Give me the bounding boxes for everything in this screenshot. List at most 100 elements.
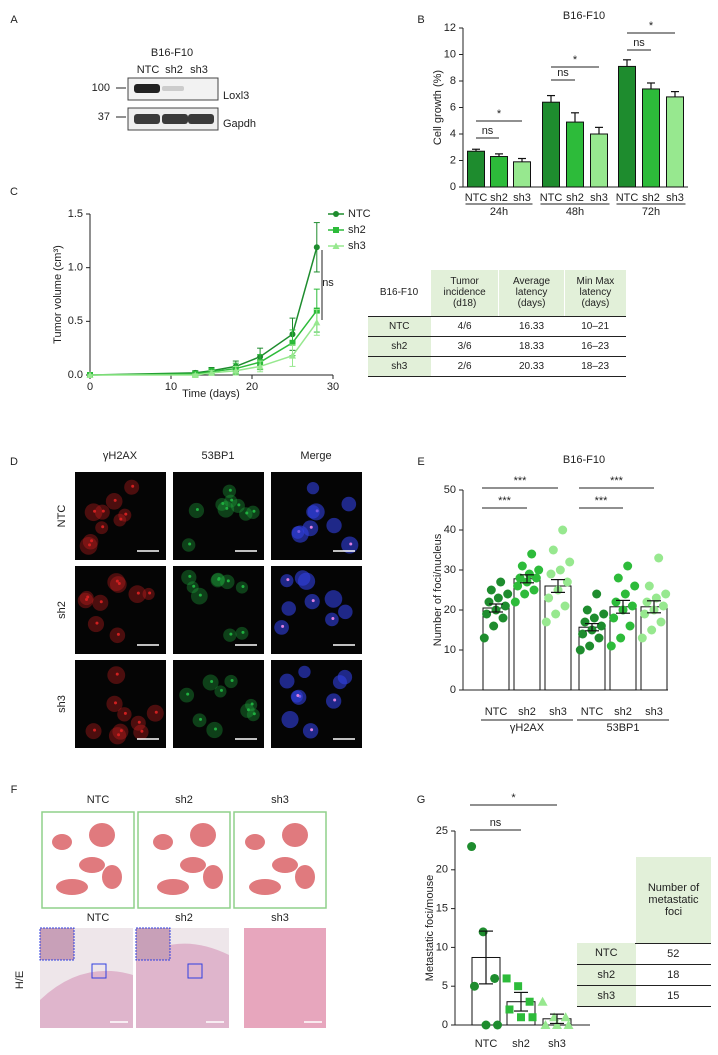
nucleus: [306, 505, 320, 519]
data-point: [599, 609, 609, 619]
table-header: B16-F10: [368, 270, 431, 317]
x-tick-label: sh3: [549, 706, 567, 718]
y-tick-label: 5: [442, 980, 448, 992]
nucleus: [341, 496, 357, 512]
focus: [137, 720, 141, 724]
data-point: [637, 633, 647, 643]
group-label: 53BP1: [606, 722, 639, 734]
nucleus: [337, 669, 353, 685]
focus: [186, 692, 190, 696]
focus: [113, 498, 117, 502]
table-cell: 18.33: [498, 336, 565, 357]
data-point: [289, 352, 296, 359]
data-point: [510, 597, 520, 607]
focus: [217, 577, 221, 581]
focus: [99, 600, 103, 604]
data-point: [592, 589, 602, 599]
micrograph: [173, 660, 264, 748]
y-tick-label: 0.0: [68, 369, 83, 381]
table-cell: 18: [635, 964, 711, 986]
bar: [513, 161, 531, 188]
data-point: [540, 1020, 551, 1029]
inset: [135, 927, 171, 961]
focus: [237, 503, 241, 507]
row-label: H/E: [14, 971, 26, 989]
bar: [542, 101, 560, 188]
row-label: sh3: [56, 695, 68, 713]
lung-lobe: [89, 823, 115, 847]
focus: [225, 506, 229, 510]
marker-label: 100: [92, 82, 110, 94]
table-cell: 2/6: [430, 356, 499, 377]
significance-label: ***: [498, 495, 512, 507]
y-tick-label: 8: [450, 75, 456, 87]
table-cell: 4/6: [430, 316, 499, 337]
panel-letter: C: [10, 186, 18, 198]
legend-label: sh3: [348, 240, 366, 252]
focus: [114, 701, 118, 705]
data-point: [563, 1020, 574, 1029]
focus: [241, 630, 245, 634]
column-label: sh2: [175, 794, 193, 806]
data-point: [513, 581, 523, 591]
table-cell: 18–23: [564, 356, 626, 377]
nucleus: [326, 517, 342, 534]
data-point: [534, 565, 544, 575]
focus: [90, 539, 94, 543]
focus: [188, 574, 192, 578]
lung-lobe: [203, 865, 223, 889]
y-tick-label: 0: [450, 181, 456, 193]
significance-label: ns: [490, 817, 502, 829]
panel-letter: D: [10, 456, 18, 468]
data-point: [654, 553, 664, 563]
x-tick-label: sh2: [566, 192, 584, 204]
data-point: [565, 557, 575, 567]
focus: [93, 509, 97, 513]
data-point: [596, 621, 606, 631]
data-point: [656, 617, 666, 627]
focus: [188, 542, 192, 546]
table-cell: 10–21: [564, 316, 626, 337]
table-cell: 52: [635, 943, 711, 965]
x-tick-label: 30: [327, 381, 339, 393]
x-tick-label: sh2: [518, 706, 536, 718]
data-point: [531, 573, 541, 583]
focus: [124, 512, 128, 516]
nucleus: [279, 673, 295, 689]
lung-lobe: [295, 865, 315, 889]
focus: [245, 511, 249, 515]
focus: [95, 621, 99, 625]
blot-title: B16-F10: [151, 47, 193, 59]
focus: [230, 498, 234, 502]
panel-letter: F: [11, 784, 18, 796]
data-point: [525, 997, 534, 1006]
data-point: [86, 371, 94, 378]
y-axis-label: Cell growth (%): [432, 70, 444, 145]
data-point: [484, 597, 494, 607]
focus: [119, 729, 123, 733]
table-cell: 16.33: [498, 316, 565, 337]
row-label: NTC: [56, 505, 68, 528]
lung-lobe: [249, 879, 281, 895]
x-tick-label: NTC: [465, 192, 488, 204]
data-point: [517, 561, 527, 571]
focus: [333, 698, 337, 702]
focus: [331, 616, 335, 620]
lung-lobe: [245, 834, 265, 850]
data-point: [647, 625, 657, 635]
y-tick-label: 30: [444, 564, 456, 576]
significance-label: ns: [557, 67, 569, 79]
data-point: [313, 318, 321, 326]
chart-title: B16-F10: [563, 454, 605, 466]
micrograph: [75, 660, 166, 748]
group-label: 72h: [642, 206, 660, 218]
data-point: [606, 641, 616, 651]
data-point: [627, 601, 637, 611]
x-tick-label: sh3: [590, 192, 608, 204]
y-tick-label: 15: [436, 903, 448, 915]
lung-lobe: [56, 879, 88, 895]
focus: [198, 593, 202, 597]
bar: [590, 133, 608, 188]
data-point: [478, 927, 488, 937]
